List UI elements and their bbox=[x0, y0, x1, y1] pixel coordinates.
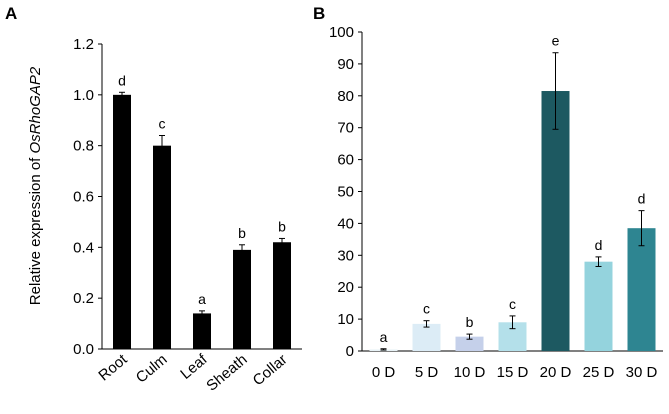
panel-b-y-tick-label: 10 bbox=[337, 311, 354, 328]
panel-b-letter: B bbox=[313, 4, 325, 23]
panel-b-y-tick-label: 0 bbox=[346, 343, 354, 360]
panel-a: A Relative expression of OsRhoGAP2 0.0 0.… bbox=[5, 4, 302, 395]
panel-b-y-tick-label: 30 bbox=[337, 247, 354, 264]
panel-b-bar bbox=[627, 228, 656, 351]
panel-a-y-tick-label: 0.4 bbox=[73, 239, 94, 256]
panel-b-category-label: 30 D bbox=[626, 364, 658, 381]
panel-b-significance-label: d bbox=[595, 237, 603, 253]
panel-a-category-label: Culm bbox=[133, 351, 171, 387]
panel-b-category-label: 15 D bbox=[497, 364, 529, 381]
panel-b-category-label: 25 D bbox=[583, 364, 615, 381]
panel-a-y-tick-label: 0.6 bbox=[73, 189, 94, 206]
panel-b-category-label: 5 D bbox=[415, 364, 439, 381]
panel-a-category-label: Sheath bbox=[203, 351, 250, 395]
panel-b-bar bbox=[541, 91, 570, 351]
panel-a-significance-label: b bbox=[278, 218, 286, 234]
panel-a-y-tick-label: 0.2 bbox=[73, 290, 94, 307]
panel-a-y-tick-label: 0.8 bbox=[73, 138, 94, 155]
panel-a-significance-label: b bbox=[238, 225, 246, 241]
panel-a-letter: A bbox=[5, 4, 17, 23]
panel-a-y-tick-label: 0.0 bbox=[73, 341, 94, 358]
panel-b-y-tick-label: 50 bbox=[337, 184, 354, 201]
panel-b-bar bbox=[584, 261, 613, 351]
panel-b-y-tick-label: 90 bbox=[337, 56, 354, 73]
panel-b-y-tick-label: 70 bbox=[337, 120, 354, 137]
panel-b-significance-label: c bbox=[509, 296, 516, 312]
panel-b-category-label: 0 D bbox=[372, 364, 396, 381]
panel-b-significance-label: e bbox=[552, 33, 560, 49]
panel-b-significance-label: a bbox=[380, 329, 388, 345]
panel-a-significance-label: d bbox=[118, 72, 126, 88]
panel-b-y-tick-label: 60 bbox=[337, 152, 354, 169]
panel-b-bar bbox=[412, 323, 441, 351]
panel-a-y-axis-title-prefix: Relative expression of bbox=[27, 153, 44, 305]
panel-b-y-tick-label: 40 bbox=[337, 215, 354, 232]
panel-a-y-tick-label: 1.0 bbox=[73, 87, 94, 104]
panel-a-significance-label: a bbox=[198, 291, 206, 307]
panel-a-significance-label: c bbox=[159, 116, 166, 132]
panel-a-bar bbox=[273, 242, 291, 349]
panel-b-significance-label: c bbox=[423, 301, 430, 317]
panel-a-bar bbox=[193, 313, 211, 349]
panel-b-category-label: 20 D bbox=[540, 364, 572, 381]
panel-b-y-tick-label: 100 bbox=[329, 24, 354, 41]
panel-b-significance-label: d bbox=[638, 191, 646, 207]
panel-a-y-axis-title-gene: OsRhoGAP2 bbox=[27, 66, 44, 153]
panel-a-y-axis-title: Relative expression of OsRhoGAP2 bbox=[27, 66, 44, 305]
panel-a-bar bbox=[153, 145, 171, 349]
panel-b-y-tick-label: 80 bbox=[337, 88, 354, 105]
panel-b-y-tick-label: 20 bbox=[337, 279, 354, 296]
panel-b-bar bbox=[455, 336, 484, 351]
panel-a-category-label: Root bbox=[95, 351, 131, 385]
panel-b-axes: 0 10 20 30 40 50 60 70 80 90 100 0 D 5 D 10 D 15 D 20 D… bbox=[329, 24, 663, 381]
panel-b-category-label: 10 D bbox=[454, 364, 486, 381]
panel-a-y-tick-label: 1.2 bbox=[73, 36, 94, 53]
panel-a-bars: d c a b b bbox=[113, 72, 291, 349]
panel-a-bar bbox=[113, 94, 131, 349]
panel-a-category-label: Collar bbox=[250, 351, 291, 389]
panel-b: B 0 10 20 30 40 50 60 70 80 90 100 0 D 5 D 10 D 15 D 20… bbox=[313, 4, 663, 381]
panel-a-bar bbox=[233, 249, 251, 349]
panel-b-significance-label: b bbox=[466, 314, 474, 330]
panel-b-bars: a c b c e d d bbox=[369, 33, 656, 351]
